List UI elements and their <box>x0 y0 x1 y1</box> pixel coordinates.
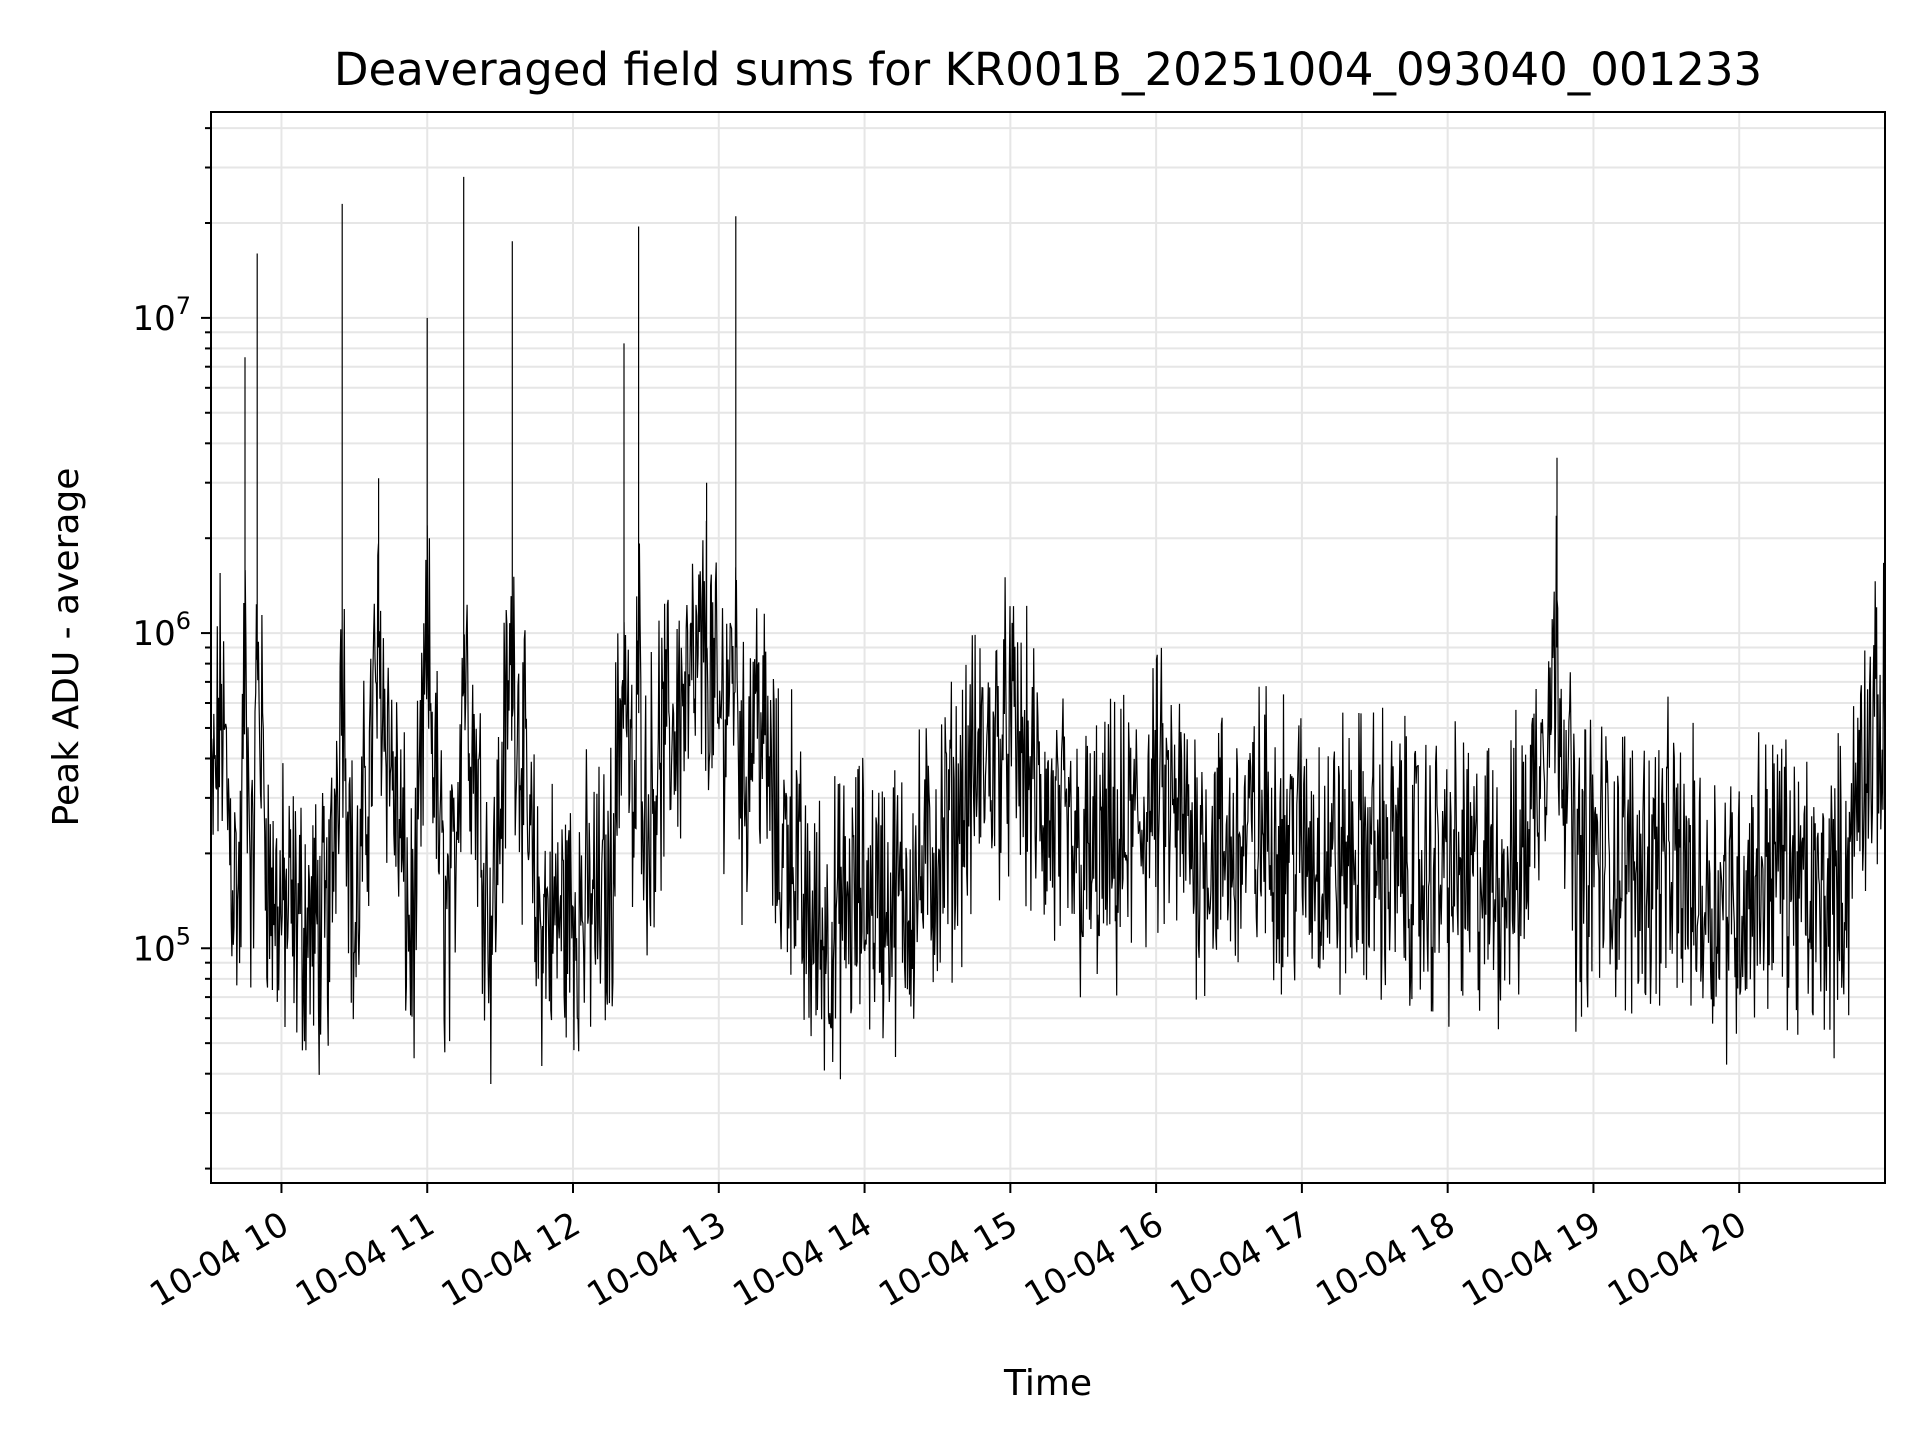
y-tick-base: 10 <box>132 929 175 969</box>
y-tick-exponent: 5 <box>176 922 191 950</box>
y-tick-label: 105 <box>132 922 191 969</box>
y-tick-exponent: 7 <box>176 292 191 320</box>
y-tick-exponent: 6 <box>176 607 191 635</box>
series-line <box>210 176 1886 1085</box>
y-tick-base: 10 <box>132 614 175 654</box>
series-line-layer <box>210 176 1886 1085</box>
x-axis-label: Time <box>1003 1363 1092 1404</box>
y-tick-label: 107 <box>132 292 191 339</box>
y-tick-base: 10 <box>132 299 175 339</box>
y-tick-label: 106 <box>132 607 191 654</box>
axis-ticks <box>201 127 1741 1193</box>
chart-title: Deaveraged field sums for KR001B_2025100… <box>334 43 1762 96</box>
y-axis-label: Peak ADU - average <box>46 468 87 827</box>
